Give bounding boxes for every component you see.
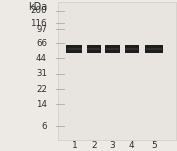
Bar xyxy=(145,48,162,50)
Text: 97: 97 xyxy=(36,25,47,34)
Text: 116: 116 xyxy=(30,19,47,28)
Text: 31: 31 xyxy=(36,69,47,79)
Bar xyxy=(105,45,120,53)
Bar xyxy=(145,45,163,53)
Bar xyxy=(125,45,139,53)
Bar xyxy=(66,45,82,53)
Text: kDa: kDa xyxy=(28,2,47,12)
Text: 66: 66 xyxy=(36,39,47,48)
Text: 44: 44 xyxy=(36,54,47,63)
Text: 22: 22 xyxy=(36,85,47,94)
Bar xyxy=(58,2,176,140)
Text: 14: 14 xyxy=(36,100,47,109)
Text: 5: 5 xyxy=(151,141,157,150)
Bar xyxy=(67,48,82,50)
Bar xyxy=(125,48,138,50)
Text: 4: 4 xyxy=(129,141,135,150)
Text: 1: 1 xyxy=(72,141,77,150)
Text: 6: 6 xyxy=(41,122,47,131)
Bar xyxy=(87,48,100,50)
Text: 3: 3 xyxy=(110,141,115,150)
Bar xyxy=(106,48,119,50)
Text: 2: 2 xyxy=(91,141,97,150)
Text: 200: 200 xyxy=(30,6,47,15)
Bar xyxy=(87,45,101,53)
